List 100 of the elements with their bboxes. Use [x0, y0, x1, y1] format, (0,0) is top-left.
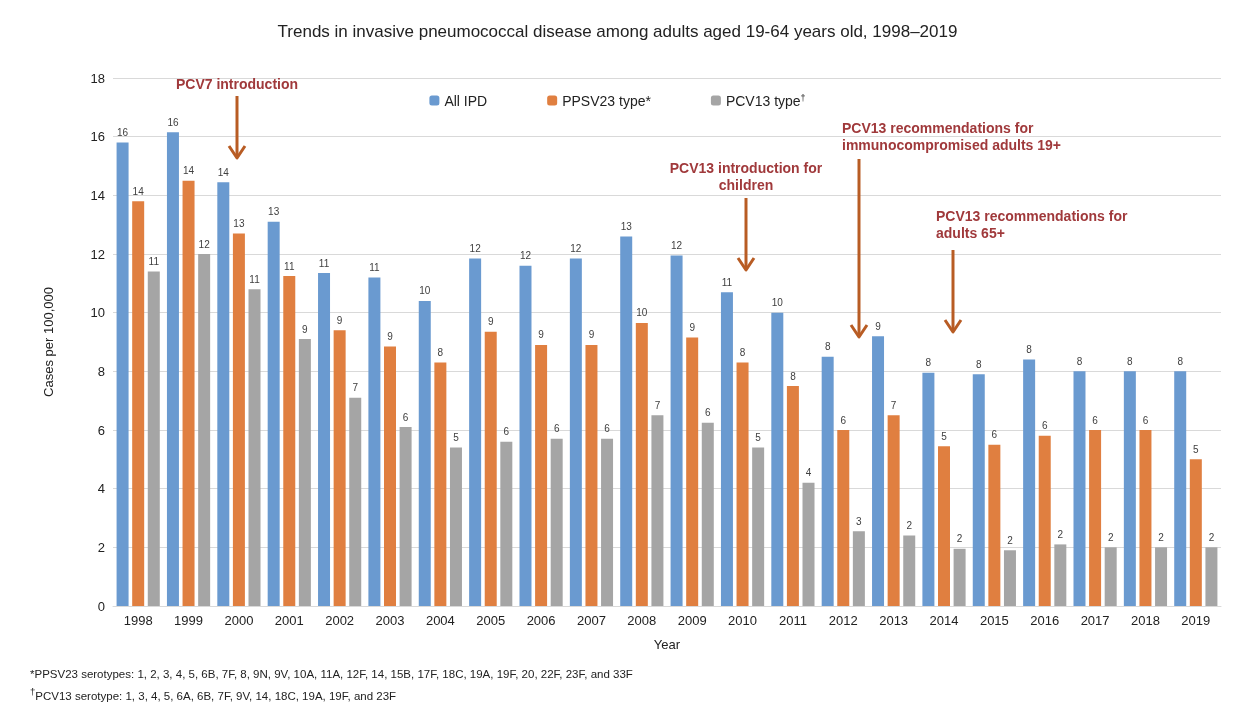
- bar: [651, 415, 664, 606]
- data-label: 13: [620, 220, 633, 232]
- x-tick-label: 2001: [274, 613, 304, 628]
- chart-title: Trends in invasive pneumococcal disease among adults aged 19-64 years old, 1998–2019: [277, 22, 958, 41]
- data-label: 8: [975, 358, 982, 370]
- bar: [601, 438, 614, 606]
- data-label: 7: [352, 382, 359, 394]
- data-label: 9: [538, 329, 545, 341]
- x-tick-label: 2004: [425, 613, 455, 628]
- bar: [1073, 371, 1086, 606]
- x-tick-label: 2000: [224, 613, 254, 628]
- data-label: 16: [167, 116, 179, 128]
- bar: [1003, 550, 1016, 606]
- bar: [147, 271, 160, 606]
- data-label: 2: [956, 533, 963, 545]
- bar: [116, 142, 129, 606]
- data-label: 7: [890, 399, 897, 411]
- bar: [1174, 371, 1187, 606]
- x-tick-label: 2018: [1130, 613, 1160, 628]
- bar: [384, 346, 396, 606]
- data-label: 14: [217, 166, 230, 178]
- legend-label: All IPD: [444, 92, 488, 109]
- bar: [449, 447, 462, 606]
- bar: [953, 548, 966, 606]
- bar: [1038, 435, 1051, 606]
- bar: [217, 182, 230, 606]
- data-label: 10: [636, 307, 648, 319]
- data-label: 9: [588, 329, 595, 341]
- bar: [852, 531, 865, 606]
- y-tick-label: 6: [97, 422, 105, 438]
- x-tick-label: 2016: [1030, 613, 1060, 628]
- annotation: PCV7 introduction: [174, 76, 300, 93]
- bar: [903, 535, 916, 606]
- data-label: 11: [249, 273, 261, 285]
- bar: [1139, 430, 1152, 606]
- data-label: 10: [419, 285, 431, 297]
- annotation: PCV13 recommendations for adults 65+: [936, 208, 1129, 242]
- bar: [519, 265, 532, 606]
- bar: [232, 233, 245, 606]
- data-label: 8: [437, 347, 444, 359]
- bar: [585, 344, 598, 606]
- y-tick-label: 16: [90, 129, 105, 145]
- bar: [837, 430, 850, 606]
- bar: [469, 258, 482, 606]
- bar: [318, 273, 331, 606]
- bar: [1155, 547, 1168, 606]
- x-tick-label: 2002: [325, 613, 355, 628]
- y-tick-label: 0: [97, 598, 105, 614]
- data-label: 9: [302, 323, 309, 335]
- data-label: 8: [739, 347, 746, 359]
- bar: [802, 482, 815, 606]
- bar: [484, 331, 497, 606]
- bar: [635, 322, 648, 606]
- data-label: 6: [1092, 414, 1099, 426]
- x-tick-label: 2005: [476, 613, 506, 628]
- bar: [872, 336, 885, 606]
- y-tick-label: 8: [97, 363, 105, 379]
- data-label: 2: [1107, 531, 1114, 543]
- data-label: 5: [453, 432, 460, 444]
- x-tick-label: 2013: [879, 613, 909, 628]
- data-label: 11: [148, 256, 160, 268]
- data-label: 16: [117, 127, 129, 139]
- bar: [938, 446, 950, 606]
- data-label: 2: [1057, 528, 1064, 540]
- bar: [771, 312, 784, 606]
- y-tick-label: 2: [97, 539, 105, 555]
- bar: [686, 337, 699, 606]
- x-tick-label: 1998: [123, 613, 153, 628]
- bar: [786, 386, 799, 606]
- x-tick-label: 2009: [677, 613, 707, 628]
- x-tick-label: 2007: [576, 613, 606, 628]
- x-tick-label: 2019: [1181, 613, 1211, 628]
- data-label: 6: [1041, 420, 1048, 432]
- bar: [535, 344, 548, 606]
- bar: [821, 356, 834, 606]
- data-label: 6: [1142, 414, 1149, 426]
- bar: [1089, 430, 1102, 606]
- data-label: 8: [1026, 344, 1033, 356]
- data-label: 3: [856, 515, 863, 527]
- bar: [1104, 547, 1117, 606]
- bar: [736, 362, 749, 606]
- annotation: PCV13 recommendations for immunocompromised adults 19+: [842, 120, 1062, 154]
- bar: [670, 255, 683, 606]
- data-label: 12: [671, 239, 683, 251]
- data-label: 6: [840, 414, 847, 426]
- annotation: PCV13 introduction for children: [668, 160, 824, 194]
- bar: [368, 277, 381, 606]
- bar: [267, 221, 280, 606]
- bar: [1189, 459, 1202, 606]
- data-label: 5: [941, 430, 948, 442]
- bar: [620, 236, 633, 606]
- data-label: 9: [875, 320, 882, 332]
- x-tick-label: 2014: [929, 613, 959, 628]
- bar: [182, 180, 195, 606]
- bar: [701, 422, 714, 606]
- data-label: 8: [1127, 355, 1134, 367]
- bar: [1023, 359, 1036, 606]
- data-label: 13: [268, 206, 280, 218]
- bar: [720, 292, 733, 606]
- y-tick-label: 18: [90, 70, 105, 86]
